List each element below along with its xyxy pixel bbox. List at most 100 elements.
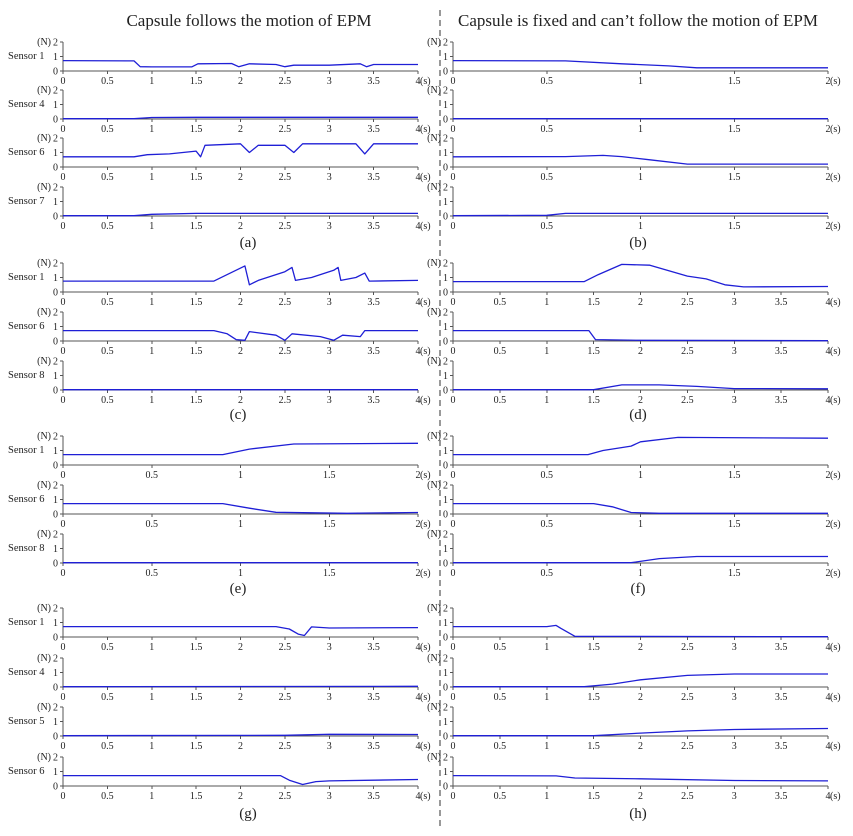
y-tick-label: 0 — [443, 461, 448, 472]
y-tick-label: 2 — [53, 183, 58, 194]
y-tick-label: 0 — [443, 633, 448, 644]
y-tick-label: 2 — [443, 183, 448, 194]
x-tick-label: 1.5 — [190, 124, 203, 135]
y-tick-label: 1 — [443, 371, 448, 382]
x-tick-label: 2.5 — [681, 791, 694, 802]
axis-frame — [452, 312, 828, 342]
x-tick-label: 0.5 — [101, 642, 114, 653]
x-tick-label: 0.5 — [541, 519, 554, 530]
x-tick-label: 2.5 — [279, 76, 292, 87]
x-tick-label: 4 — [826, 395, 831, 406]
x-tick-label: 1 — [638, 519, 643, 530]
y-tick-label: 1 — [53, 668, 58, 679]
y-unit-label: (N) — [427, 529, 441, 540]
x-tick-label: 2.5 — [681, 395, 694, 406]
x-tick-label: 1 — [149, 172, 154, 183]
x-tick-label: 2.5 — [279, 124, 292, 135]
y-tick-label: 2 — [53, 703, 58, 714]
y-tick-label: 2 — [443, 703, 448, 714]
x-tick-label: 2 — [238, 221, 243, 232]
y-tick-label: 1 — [443, 717, 448, 728]
x-tick-label: 3.5 — [367, 172, 380, 183]
y-tick-label: 1 — [443, 767, 448, 778]
x-tick-label: 2 — [826, 124, 831, 135]
x-tick-label: 1.5 — [323, 470, 336, 481]
x-tick-label: 2.5 — [279, 172, 292, 183]
x-tick-label: 1.5 — [190, 642, 203, 653]
x-unit-label: (s) — [420, 297, 431, 308]
x-tick-label: 1 — [149, 76, 154, 87]
y-tick-label: 1 — [53, 618, 58, 629]
force-trace — [62, 59, 418, 68]
x-tick-label: 3.5 — [367, 692, 380, 703]
y-unit-label: (N) — [37, 603, 51, 614]
x-tick-label: 3 — [732, 642, 737, 653]
y-unit-label: (N) — [37, 653, 51, 664]
subplot: (N) 0 1 2 0 0.5 1 1.5 2 2.5 3 3.5 4 (s) Sensor 6 — [8, 752, 431, 802]
axis-frame — [452, 90, 828, 120]
x-tick-label: 2.5 — [681, 297, 694, 308]
x-tick-label: 0 — [61, 76, 66, 87]
x-tick-label: 4 — [826, 642, 831, 653]
x-unit-label: (s) — [830, 124, 841, 135]
x-tick-label: 0 — [451, 221, 456, 232]
x-tick-label: 2.5 — [681, 642, 694, 653]
x-tick-label: 2.5 — [279, 642, 292, 653]
x-tick-label: 2 — [826, 519, 831, 530]
x-tick-label: 1 — [638, 221, 643, 232]
y-tick-label: 2 — [443, 259, 448, 270]
x-tick-label: 2.5 — [279, 791, 292, 802]
x-tick-label: 0 — [61, 519, 66, 530]
subplot: (N) 0 1 2 0 0.5 1 1.5 2 2.5 3 3.5 4 (s) — [427, 702, 840, 752]
axis-frame — [62, 361, 418, 391]
x-tick-label: 2.5 — [681, 692, 694, 703]
axis-frame — [452, 42, 828, 72]
y-tick-label: 0 — [443, 732, 448, 743]
x-tick-label: 1.5 — [587, 791, 600, 802]
x-tick-label: 1.5 — [190, 297, 203, 308]
x-tick-label: 3 — [327, 221, 332, 232]
x-tick-label: 0.5 — [541, 470, 554, 481]
x-tick-label: 0.5 — [494, 692, 507, 703]
force-trace — [452, 154, 828, 165]
x-tick-label: 4 — [416, 221, 421, 232]
x-tick-label: 3.5 — [775, 692, 788, 703]
x-tick-label: 0.5 — [101, 791, 114, 802]
x-unit-label: (s) — [420, 568, 431, 579]
x-tick-label: 2 — [638, 346, 643, 357]
x-tick-label: 3 — [732, 395, 737, 406]
x-tick-label: 1.5 — [190, 395, 203, 406]
x-unit-label: (s) — [830, 470, 841, 481]
force-trace — [453, 329, 829, 342]
x-unit-label: (s) — [420, 76, 431, 87]
y-tick-label: 1 — [53, 148, 58, 159]
y-tick-label: 2 — [443, 357, 448, 368]
force-trace — [63, 265, 419, 286]
axis-frame — [62, 608, 418, 638]
subplot: (N) 0 1 2 0 0.5 1 1.5 2 2.5 3 3.5 4 (s) — [427, 307, 840, 357]
y-unit-label: (N) — [37, 85, 51, 96]
y-tick-label: 2 — [53, 357, 58, 368]
force-trace — [63, 774, 419, 786]
x-tick-label: 1.5 — [190, 76, 203, 87]
force-trace — [63, 212, 418, 217]
x-tick-label: 0.5 — [494, 297, 507, 308]
x-tick-label: 2.5 — [279, 692, 292, 703]
x-tick-label: 2 — [238, 346, 243, 357]
x-tick-label: 1 — [149, 692, 154, 703]
subplot: (N) 0 1 2 0 0.5 1 1.5 2 2.5 3 3.5 4 (s) Sensor 4 — [8, 85, 431, 135]
x-tick-label: 0.5 — [101, 172, 114, 183]
y-unit-label: (N) — [37, 182, 51, 193]
x-tick-label: 0.5 — [101, 297, 114, 308]
x-unit-label: (s) — [420, 642, 431, 653]
x-tick-label: 0 — [61, 692, 66, 703]
x-tick-label: 0 — [451, 519, 456, 530]
x-unit-label: (s) — [830, 519, 841, 530]
y-unit-label: (N) — [427, 307, 441, 318]
